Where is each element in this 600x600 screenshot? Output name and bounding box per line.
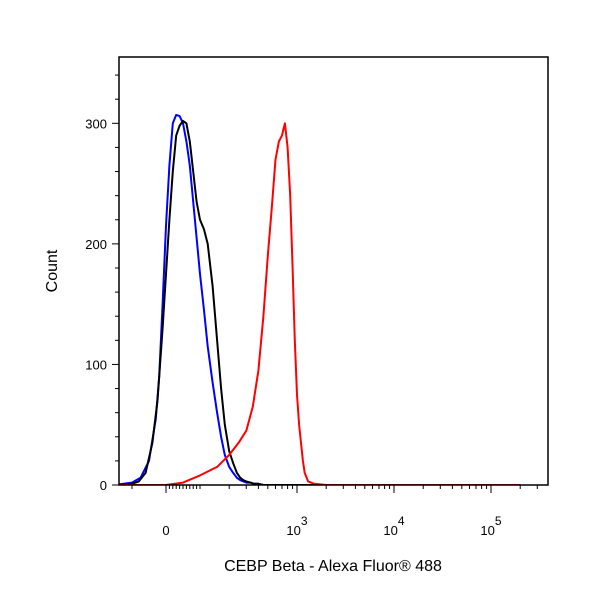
x-tick-label: 104 xyxy=(383,514,404,538)
histogram-series-2 xyxy=(119,119,521,485)
x-axis: 0 103 104 105 xyxy=(131,485,538,538)
x-axis-title: CEBP Beta - Alexa Fluor® 488 xyxy=(224,558,442,575)
plot-frame xyxy=(118,56,549,486)
x-tick-label: 105 xyxy=(480,514,501,538)
y-tick-label: 100 xyxy=(85,357,107,372)
y-tick-label: 0 xyxy=(100,478,107,493)
x-tick-label: 103 xyxy=(286,514,307,538)
y-axis-title: Count xyxy=(44,249,61,292)
y-tick-label: 300 xyxy=(85,116,107,131)
y-tick-label: 200 xyxy=(85,237,107,252)
histogram-series-3 xyxy=(119,122,521,485)
y-axis: 0 100 200 300 xyxy=(85,74,119,493)
x-tick-label: 0 xyxy=(162,523,169,538)
histogram-series-1 xyxy=(119,113,521,485)
series-layer xyxy=(119,113,521,485)
